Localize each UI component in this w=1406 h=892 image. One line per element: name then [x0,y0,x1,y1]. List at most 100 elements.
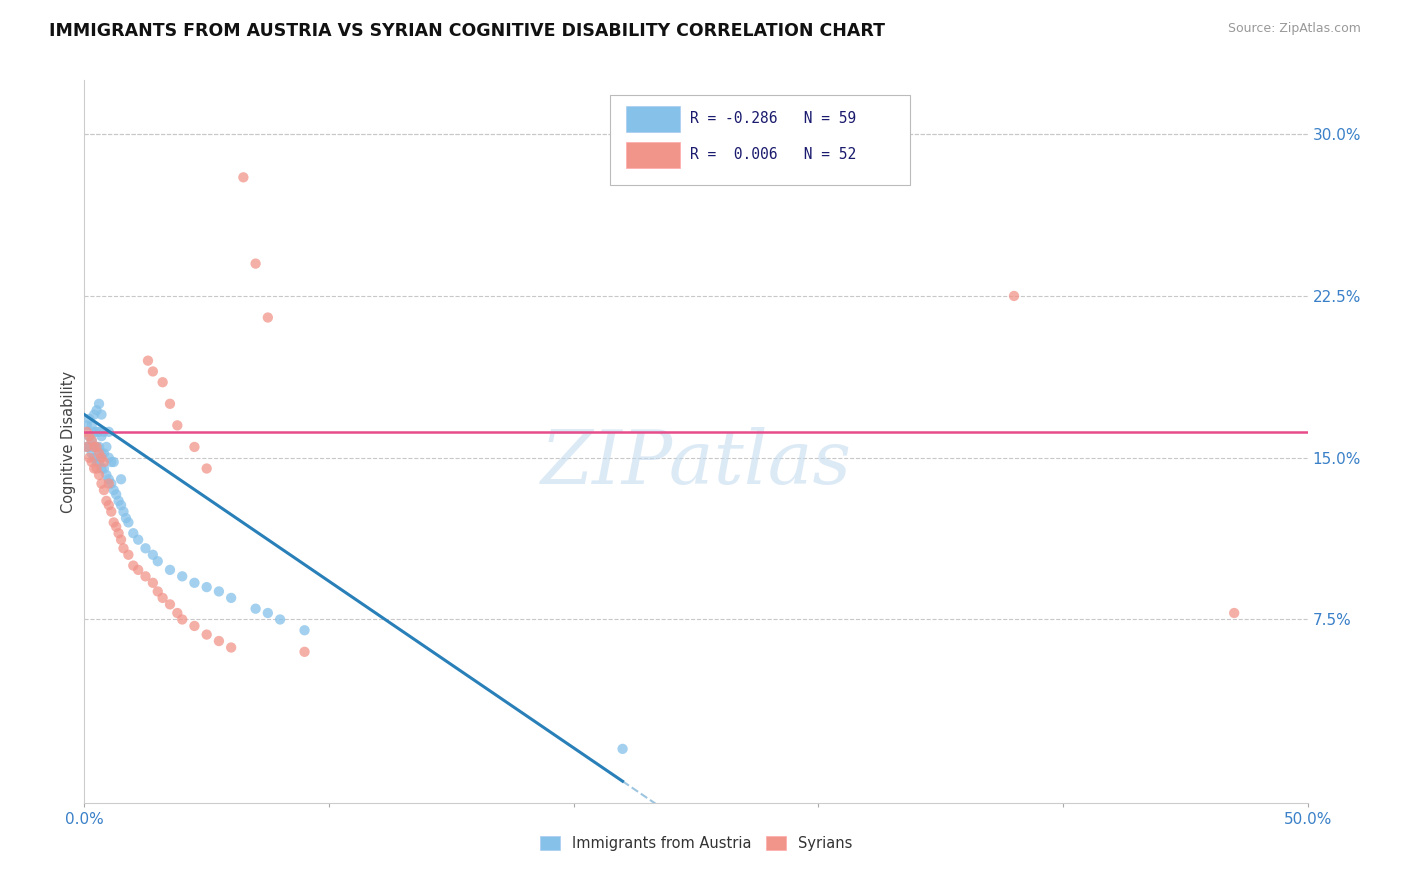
Point [127,533,149,547]
Point [166,418,188,433]
Text: ZIPatlas: ZIPatlas [540,427,852,500]
Point [105,487,128,501]
Point [96,493,118,508]
Point [208,634,231,648]
Point [97,472,120,486]
Point [80,434,103,448]
Point [100,455,122,469]
Point [80,418,103,433]
Legend: Immigrants from Austria, Syrians: Immigrants from Austria, Syrians [534,830,858,857]
Point [77,429,100,443]
Point [97,498,120,512]
Point [97,425,120,439]
Point [112,505,135,519]
Point [219,640,242,655]
Point [86,455,108,469]
Point [103,516,125,530]
Point [195,580,218,594]
Text: R =  0.006   N = 52: R = 0.006 N = 52 [690,147,856,162]
Point [115,511,138,525]
Point [146,584,169,599]
Point [96,440,118,454]
Point [146,554,169,568]
Point [96,467,118,482]
Point [612,742,634,756]
Point [76,440,98,454]
Point [107,526,129,541]
Point [110,533,132,547]
FancyBboxPatch shape [626,143,681,169]
Point [80,446,103,460]
Point [219,591,242,605]
Text: IMMIGRANTS FROM AUSTRIA VS SYRIAN COGNITIVE DISABILITY CORRELATION CHART: IMMIGRANTS FROM AUSTRIA VS SYRIAN COGNIT… [49,22,886,40]
FancyBboxPatch shape [626,106,681,132]
Y-axis label: Cognitive Disability: Cognitive Disability [60,370,76,513]
Point [97,476,120,491]
Point [152,376,174,390]
Point [245,601,267,615]
Point [76,425,98,439]
Point [152,591,174,605]
Point [93,425,115,439]
Point [245,257,267,271]
Text: R = -0.286   N = 59: R = -0.286 N = 59 [690,112,856,126]
Point [117,548,139,562]
Point [269,612,291,626]
Point [76,418,98,433]
Point [1002,289,1025,303]
Point [105,520,128,534]
Point [103,455,125,469]
Point [86,440,108,454]
Point [93,446,115,460]
Point [232,170,254,185]
Point [103,483,125,497]
Point [83,425,105,439]
Point [86,403,108,417]
Point [159,598,181,612]
Point [107,493,129,508]
Point [83,408,105,422]
Point [90,446,112,460]
Point [294,645,316,659]
Point [294,624,316,638]
Text: Source: ZipAtlas.com: Source: ZipAtlas.com [1227,22,1361,36]
Point [122,526,145,541]
Point [117,516,139,530]
Point [110,498,132,512]
Point [159,397,181,411]
Point [77,429,100,443]
Point [257,606,280,620]
Point [83,440,105,454]
Point [90,476,112,491]
Point [122,558,145,573]
Point [136,353,159,368]
Point [93,455,115,469]
Point [76,440,98,454]
Point [208,584,231,599]
Point [80,455,103,469]
Point [77,412,100,426]
Point [183,440,205,454]
FancyBboxPatch shape [610,95,910,185]
Point [195,461,218,475]
Point [83,461,105,475]
Point [142,548,165,562]
Point [159,563,181,577]
Point [172,569,194,583]
Point [90,429,112,443]
Point [87,397,110,411]
Point [90,450,112,465]
Point [142,364,165,378]
Point [166,606,188,620]
Point [100,476,122,491]
Point [86,425,108,439]
Point [257,310,280,325]
Point [77,440,100,454]
Point [87,467,110,482]
Point [77,450,100,465]
Point [97,450,120,465]
Point [93,483,115,497]
Point [1223,606,1246,620]
Point [127,563,149,577]
Point [87,455,110,469]
